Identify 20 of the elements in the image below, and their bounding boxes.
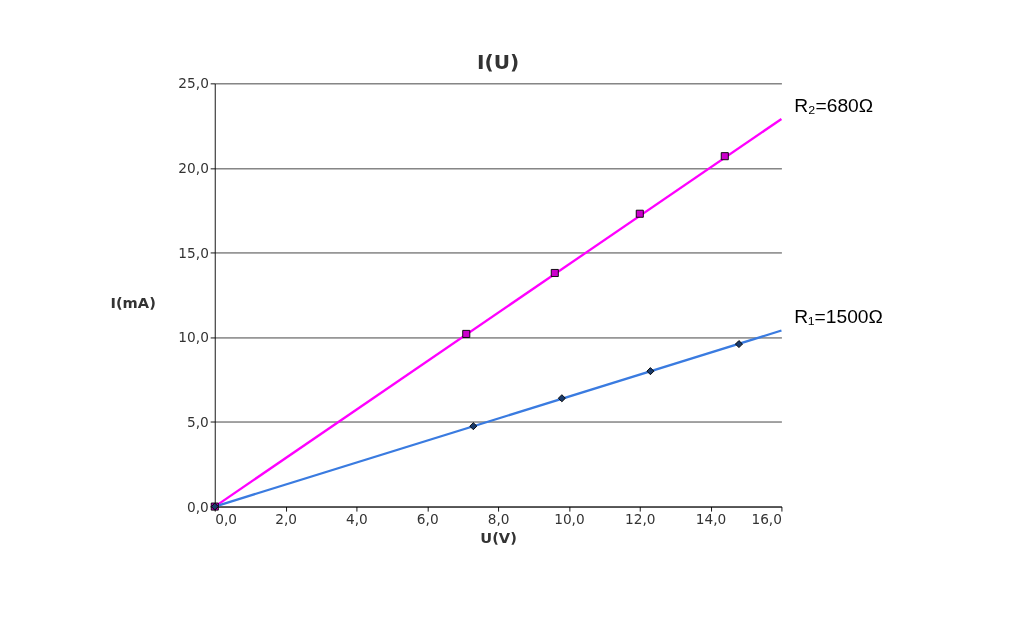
x-tick-label: 8,0 <box>487 511 510 528</box>
x-tick-label: 10,0 <box>554 511 585 528</box>
series-label: R₁=1500Ω <box>794 306 883 328</box>
x-tick-label: 14,0 <box>695 511 727 528</box>
series-label: R₂=680Ω <box>794 94 874 116</box>
y-tick-label: 5,0 <box>187 413 209 430</box>
x-tick-label: 4,0 <box>346 511 368 528</box>
y-tick-label: 25,0 <box>178 75 209 92</box>
x-axis-title: U(V) <box>480 528 517 546</box>
x-tick-label: 0,0 <box>215 511 238 528</box>
y-tick-label: 20,0 <box>178 160 209 177</box>
y-axis-title: I(mA) <box>110 294 156 312</box>
chart-title: I(U) <box>477 49 520 74</box>
x-tick-label: 12,0 <box>625 511 656 528</box>
x-tick-label: 2,0 <box>275 511 297 528</box>
y-tick-label: 15,0 <box>178 244 209 261</box>
y-tick-label: 0,0 <box>187 498 209 515</box>
x-tick-label: 16,0 <box>751 511 782 528</box>
y-tick-label: 10,0 <box>178 329 209 346</box>
x-tick-label: 6,0 <box>416 511 439 528</box>
